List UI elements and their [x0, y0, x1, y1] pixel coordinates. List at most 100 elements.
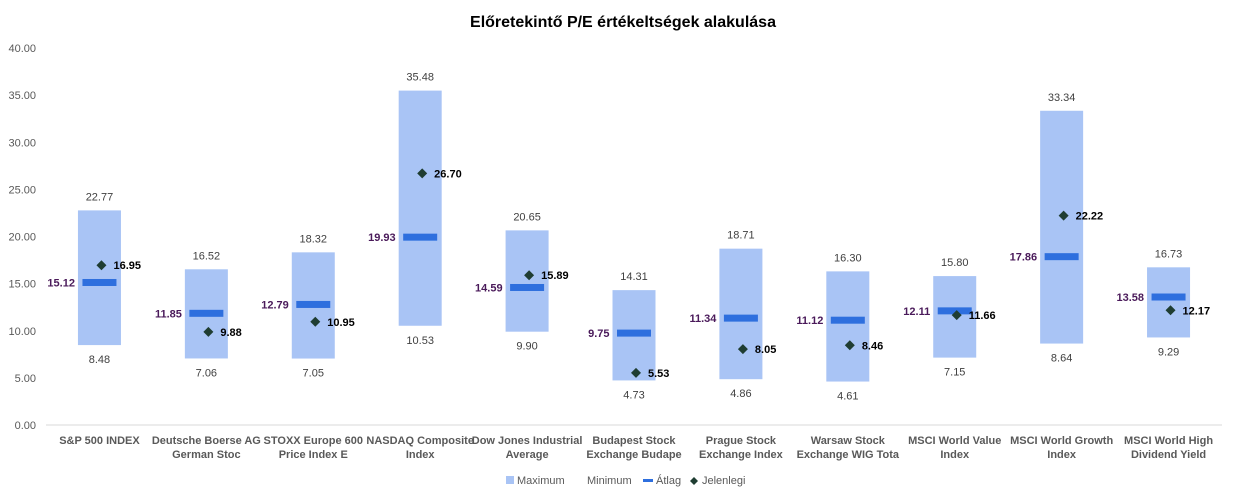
current-marker	[310, 316, 321, 327]
max-label: 20.65	[513, 211, 541, 223]
category-group: 18.32 7.05 12.79 10.95	[261, 233, 355, 379]
average-label: 19.93	[368, 232, 396, 244]
y-tick-label: 10.00	[8, 326, 36, 338]
x-category-label: Dow Jones Industrial Average	[472, 435, 583, 461]
min-label: 7.06	[196, 367, 217, 379]
category-group: 16.30 4.61 11.12 8.46	[796, 252, 883, 402]
min-label: 8.64	[1051, 353, 1072, 365]
y-tick-label: 25.00	[8, 184, 36, 196]
range-bar	[77, 210, 121, 346]
current-label: 16.95	[113, 260, 141, 272]
x-axis: S&P 500 INDEX Deutsche Boerse AG German St…	[59, 435, 1213, 461]
y-tick-label: 35.00	[8, 90, 36, 102]
category-group: 35.48 10.53 19.93 26.70	[368, 72, 462, 347]
max-label: 15.80	[941, 257, 969, 269]
min-label: 7.15	[944, 367, 965, 379]
average-marker	[403, 233, 438, 241]
current-marker	[1165, 305, 1176, 316]
range-bar	[719, 248, 763, 380]
average-marker	[189, 309, 224, 317]
x-category-label: Warsaw Stock Exchange WIG Tota	[797, 435, 900, 461]
average-label: 11.85	[155, 308, 182, 320]
current-label: 10.95	[327, 317, 355, 329]
current-marker	[203, 326, 214, 337]
current-marker	[1058, 210, 1069, 221]
category-group: 16.73 9.29 13.58 12.17	[1117, 248, 1211, 358]
current-marker	[737, 344, 748, 355]
min-label: 4.73	[623, 389, 644, 401]
x-category-label: Prague Stock Exchange Index	[699, 435, 784, 461]
average-marker	[1044, 253, 1079, 261]
range-bar	[1040, 110, 1084, 344]
category-group: 20.65 9.90 14.59 15.89	[475, 211, 569, 352]
y-tick-label: 20.00	[8, 232, 36, 244]
average-marker	[82, 278, 117, 286]
current-marker	[524, 270, 535, 281]
x-category-label: MSCI World Value Index	[908, 435, 1001, 461]
average-label: 12.11	[903, 306, 930, 318]
current-label: 26.70	[434, 168, 462, 180]
average-marker	[510, 283, 545, 291]
current-label: 5.53	[648, 368, 669, 380]
y-tick-label: 30.00	[8, 137, 36, 149]
average-marker	[1151, 293, 1186, 301]
legend-minimum-label: Minimum	[587, 475, 632, 487]
range-bar	[826, 271, 870, 382]
x-category-label: Deutsche Boerse AG German Stoc	[152, 435, 261, 461]
y-tick-label: 5.00	[15, 373, 36, 385]
min-label: 7.05	[303, 368, 324, 380]
min-label: 9.29	[1158, 346, 1179, 358]
legend-maximum-label: Maximum	[517, 475, 565, 487]
average-label: 12.79	[261, 299, 289, 311]
legend-maximum-swatch	[506, 476, 514, 484]
range-bar	[398, 90, 442, 326]
current-marker	[844, 340, 855, 351]
average-label: 14.59	[475, 282, 503, 294]
max-label: 18.71	[727, 230, 755, 242]
x-category-label: S&P 500 INDEX	[59, 435, 140, 447]
category-group: 18.71 4.86 11.34 8.05	[689, 230, 776, 401]
average-marker	[296, 300, 331, 308]
legend-average-label: Átlag	[656, 474, 681, 487]
max-label: 33.34	[1048, 92, 1076, 104]
max-label: 35.48	[406, 72, 434, 84]
max-label: 16.52	[193, 250, 221, 262]
chart-title: Előretekintő P/E értékeltségek alakulása	[470, 14, 776, 31]
average-label: 11.12	[796, 315, 823, 327]
legend: Maximum Minimum Átlag Jelenlegi	[506, 474, 745, 487]
max-label: 18.32	[300, 233, 328, 245]
category-group: 16.52 7.06 11.85 9.88	[155, 250, 242, 379]
x-category-label: Budapest Stock Exchange Budape	[586, 435, 681, 461]
average-marker	[937, 307, 972, 315]
current-marker	[631, 367, 641, 378]
average-marker	[617, 329, 651, 337]
min-label: 4.61	[837, 391, 858, 403]
average-label: 11.34	[689, 313, 717, 325]
min-label: 9.90	[516, 341, 537, 353]
average-label: 13.58	[1117, 292, 1145, 304]
current-marker	[96, 260, 107, 271]
y-tick-label: 15.00	[8, 279, 36, 291]
category-group: 14.31 4.73 9.75 5.53	[588, 271, 669, 401]
x-category-label: MSCI World High Dividend Yield	[1124, 435, 1213, 461]
max-label: 14.31	[620, 271, 648, 283]
average-label: 17.86	[1010, 252, 1038, 264]
max-label: 16.73	[1155, 248, 1183, 260]
min-label: 8.48	[89, 354, 110, 366]
current-label: 9.88	[220, 327, 241, 339]
x-category-label: STOXX Europe 600 Price Index E	[264, 435, 363, 461]
current-marker	[951, 310, 962, 321]
y-tick-label: 0.00	[15, 420, 36, 432]
category-group: 22.77 8.48 15.12 16.95	[47, 191, 141, 366]
min-label: 10.53	[406, 335, 434, 347]
legend-average-swatch	[643, 479, 653, 482]
average-marker	[830, 316, 865, 324]
legend-current-swatch	[690, 477, 698, 485]
average-marker	[723, 314, 758, 322]
chart-marks: 22.77 8.48 15.12 16.95 16.52 7.06 11.85 9.88 18.…	[47, 72, 1210, 403]
current-label: 8.05	[755, 344, 776, 356]
max-label: 22.77	[86, 191, 114, 203]
x-category-label: NASDAQ Composite Index	[366, 435, 474, 461]
current-marker	[417, 168, 428, 179]
